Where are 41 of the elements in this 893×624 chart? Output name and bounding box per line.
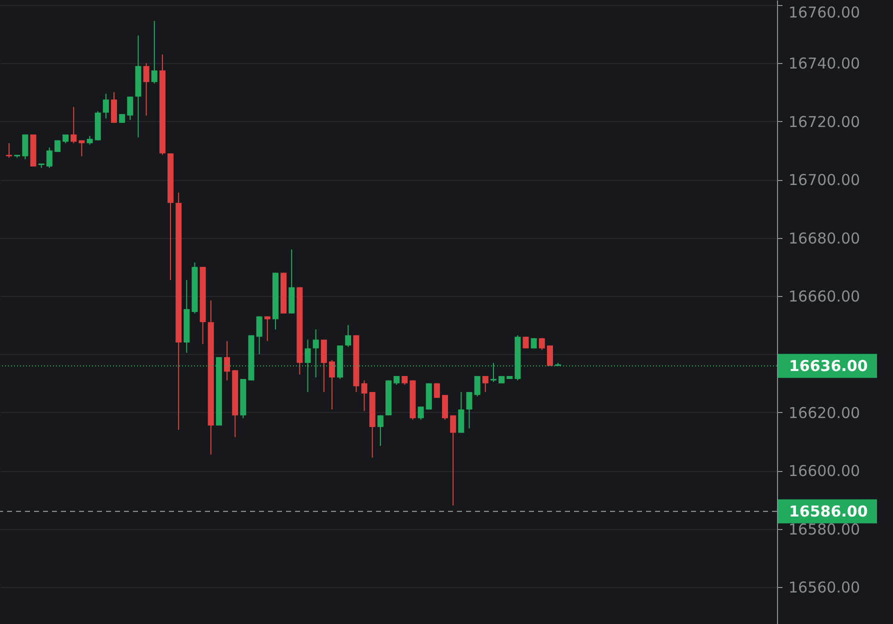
- ref-line-label: 16586.00: [789, 502, 868, 520]
- candlestick: [434, 382, 440, 398]
- candlestick: [256, 316, 262, 355]
- candlestick: [328, 360, 335, 410]
- candlestick: [6, 142, 12, 158]
- candlestick: [151, 20, 158, 84]
- y-tick-label: 16660.00: [788, 287, 860, 306]
- candlestick: [466, 392, 472, 429]
- ref-line-label: 16636.00: [789, 356, 868, 375]
- candlestick: [530, 338, 537, 349]
- candlestick: [345, 324, 352, 348]
- y-tick-label: 16600.00: [788, 462, 860, 480]
- candlestick: [418, 406, 424, 420]
- candlestick: [224, 340, 230, 381]
- y-tick-label: 16720.00: [788, 112, 860, 131]
- y-tick-label: 16580.00: [788, 520, 860, 538]
- candlestick: [102, 93, 109, 119]
- y-tick-label: 16700.00: [788, 171, 860, 190]
- candlestick: [22, 134, 28, 160]
- candlestick: [320, 339, 327, 393]
- candlestick: [458, 392, 464, 434]
- candlestick: [522, 336, 529, 349]
- candlestick: [482, 376, 488, 393]
- candlestick: [546, 344, 553, 366]
- candlestick: [474, 376, 480, 397]
- candlestick: [264, 316, 270, 342]
- y-tick-label: 16560.00: [788, 578, 860, 597]
- candlestick: [110, 92, 117, 124]
- candlestick: [442, 394, 448, 420]
- candlestick: [70, 106, 77, 144]
- y-tick-label: 16680.00: [788, 229, 860, 248]
- y-tick-label: 16760.00: [788, 3, 860, 22]
- candlestick: [143, 62, 150, 116]
- candlestick: [361, 380, 368, 412]
- candlestick: [538, 338, 545, 350]
- y-tick-label: 16740.00: [788, 54, 860, 73]
- candlestick: [450, 414, 456, 506]
- y-tick-label: 16620.00: [788, 404, 860, 422]
- candlestick: [46, 147, 52, 168]
- candlestick: [377, 414, 384, 446]
- candlestick: [127, 96, 134, 120]
